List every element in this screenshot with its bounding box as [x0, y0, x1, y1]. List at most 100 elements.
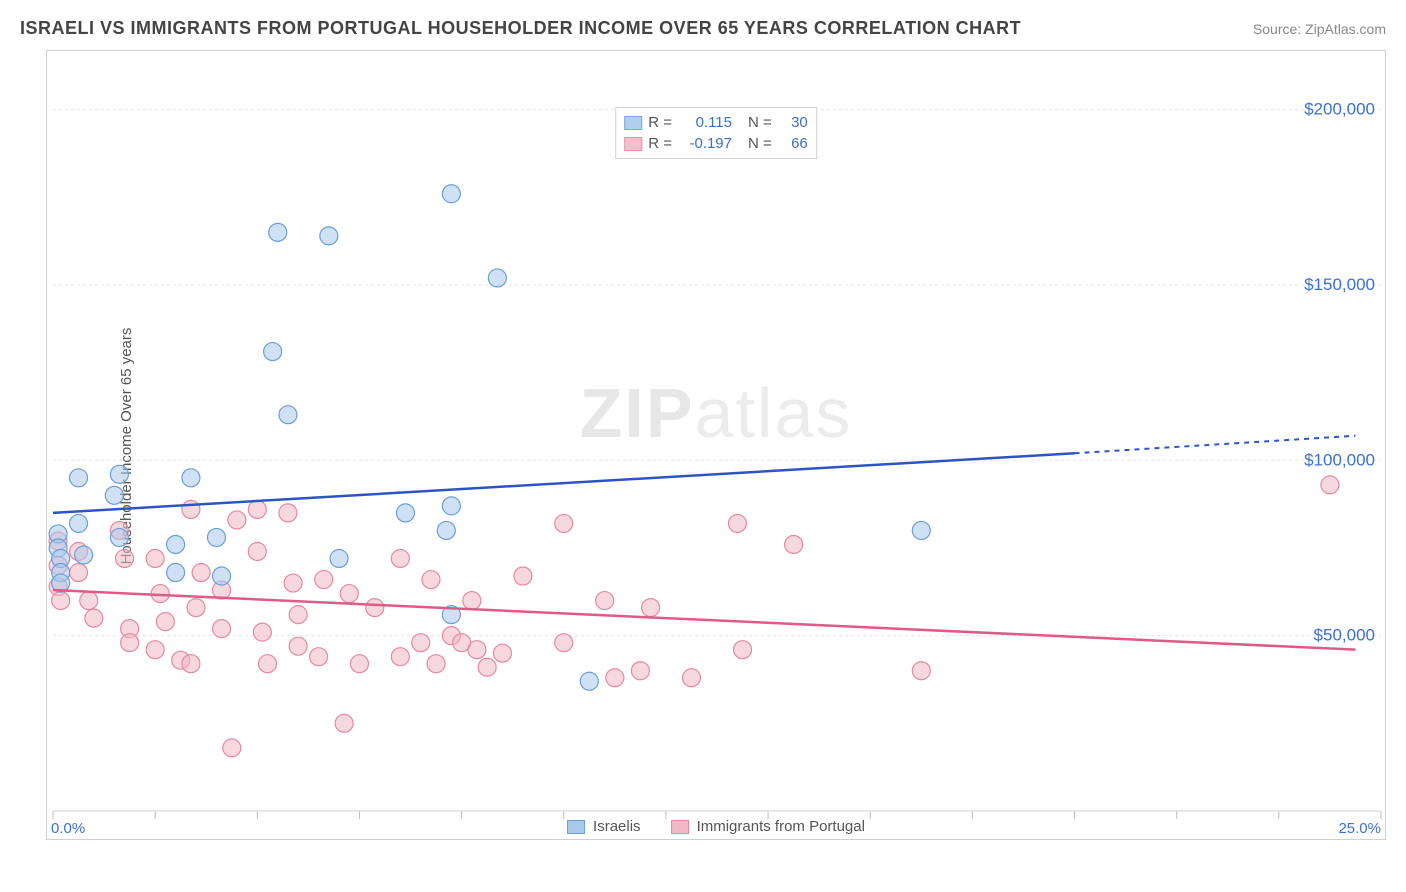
svg-text:$200,000: $200,000	[1304, 100, 1375, 119]
data-point	[912, 662, 930, 680]
x-axis-min-label: 0.0%	[51, 820, 85, 837]
data-point	[463, 592, 481, 610]
data-point	[182, 655, 200, 673]
data-point	[182, 469, 200, 487]
chart-title: ISRAELI VS IMMIGRANTS FROM PORTUGAL HOUS…	[20, 18, 1021, 39]
data-point	[279, 406, 297, 424]
chart-source: Source: ZipAtlas.com	[1253, 21, 1386, 37]
legend-series-item: Israelis	[567, 818, 641, 835]
legend-swatch	[671, 820, 689, 834]
data-point	[728, 514, 746, 532]
data-point	[335, 714, 353, 732]
data-point	[340, 585, 358, 603]
legend-series-item: Immigrants from Portugal	[671, 818, 865, 835]
data-point	[606, 669, 624, 687]
data-point	[442, 185, 460, 203]
data-point	[187, 599, 205, 617]
correlation-legend: R = 0.115 N = 30 R = -0.197 N = 66	[615, 107, 817, 159]
chart-header: ISRAELI VS IMMIGRANTS FROM PORTUGAL HOUS…	[20, 18, 1386, 39]
data-point	[110, 465, 128, 483]
data-point	[478, 658, 496, 676]
data-point	[182, 500, 200, 518]
data-point	[289, 637, 307, 655]
data-point	[121, 634, 139, 652]
trend-line	[53, 453, 1075, 513]
data-point	[442, 497, 460, 515]
svg-text:$150,000: $150,000	[1304, 275, 1375, 294]
data-point	[259, 655, 277, 673]
x-axis-max-label: 25.0%	[1338, 820, 1381, 837]
svg-text:$100,000: $100,000	[1304, 450, 1375, 469]
data-point	[146, 549, 164, 567]
data-point	[596, 592, 614, 610]
data-point	[105, 486, 123, 504]
data-point	[320, 227, 338, 245]
data-point	[366, 599, 384, 617]
scatter-plot: $50,000 $100,000 $150,000 $200,000	[47, 51, 1387, 841]
data-point	[70, 564, 88, 582]
data-point	[631, 662, 649, 680]
data-point	[248, 542, 266, 560]
svg-text:$50,000: $50,000	[1314, 626, 1375, 645]
data-point	[912, 521, 930, 539]
data-point	[253, 623, 271, 641]
data-point	[207, 528, 225, 546]
data-point	[310, 648, 328, 666]
data-point	[785, 535, 803, 553]
data-point	[493, 644, 511, 662]
data-point	[391, 648, 409, 666]
data-point	[396, 504, 414, 522]
data-point	[146, 641, 164, 659]
data-point	[264, 343, 282, 361]
data-point	[75, 546, 93, 564]
data-point	[248, 500, 266, 518]
data-point	[1321, 476, 1339, 494]
data-point	[468, 641, 486, 659]
data-point	[734, 641, 752, 659]
data-point	[80, 592, 98, 610]
data-point	[156, 613, 174, 631]
chart-area: $50,000$100,000$150,000$200,000 ZIPatlas…	[46, 50, 1386, 840]
data-point	[514, 567, 532, 585]
data-point	[279, 504, 297, 522]
data-point	[70, 514, 88, 532]
data-point	[289, 606, 307, 624]
legend-stat-row: R = 0.115 N = 30	[624, 112, 808, 133]
data-point	[350, 655, 368, 673]
series-legend: Israelis Immigrants from Portugal	[567, 818, 865, 835]
data-point	[427, 655, 445, 673]
data-point	[52, 592, 70, 610]
legend-stat-row: R = -0.197 N = 66	[624, 133, 808, 154]
data-point	[116, 549, 134, 567]
data-point	[391, 549, 409, 567]
data-point	[580, 672, 598, 690]
data-point	[228, 511, 246, 529]
legend-swatch	[624, 116, 642, 130]
data-point	[682, 669, 700, 687]
data-point	[223, 739, 241, 757]
data-point	[70, 469, 88, 487]
data-point	[422, 571, 440, 589]
data-point	[315, 571, 333, 589]
data-point	[488, 269, 506, 287]
data-point	[412, 634, 430, 652]
legend-series-label: Israelis	[593, 818, 641, 835]
data-point	[330, 549, 348, 567]
legend-series-label: Immigrants from Portugal	[697, 818, 865, 835]
data-point	[213, 567, 231, 585]
data-point	[284, 574, 302, 592]
data-point	[167, 564, 185, 582]
legend-swatch	[567, 820, 585, 834]
data-point	[213, 620, 231, 638]
data-point	[192, 564, 210, 582]
data-point	[269, 223, 287, 241]
trend-line	[53, 590, 1355, 650]
legend-swatch	[624, 137, 642, 151]
data-point	[437, 521, 455, 539]
data-point	[555, 514, 573, 532]
data-point	[167, 535, 185, 553]
data-point	[110, 528, 128, 546]
data-point	[555, 634, 573, 652]
data-point	[642, 599, 660, 617]
data-point	[85, 609, 103, 627]
